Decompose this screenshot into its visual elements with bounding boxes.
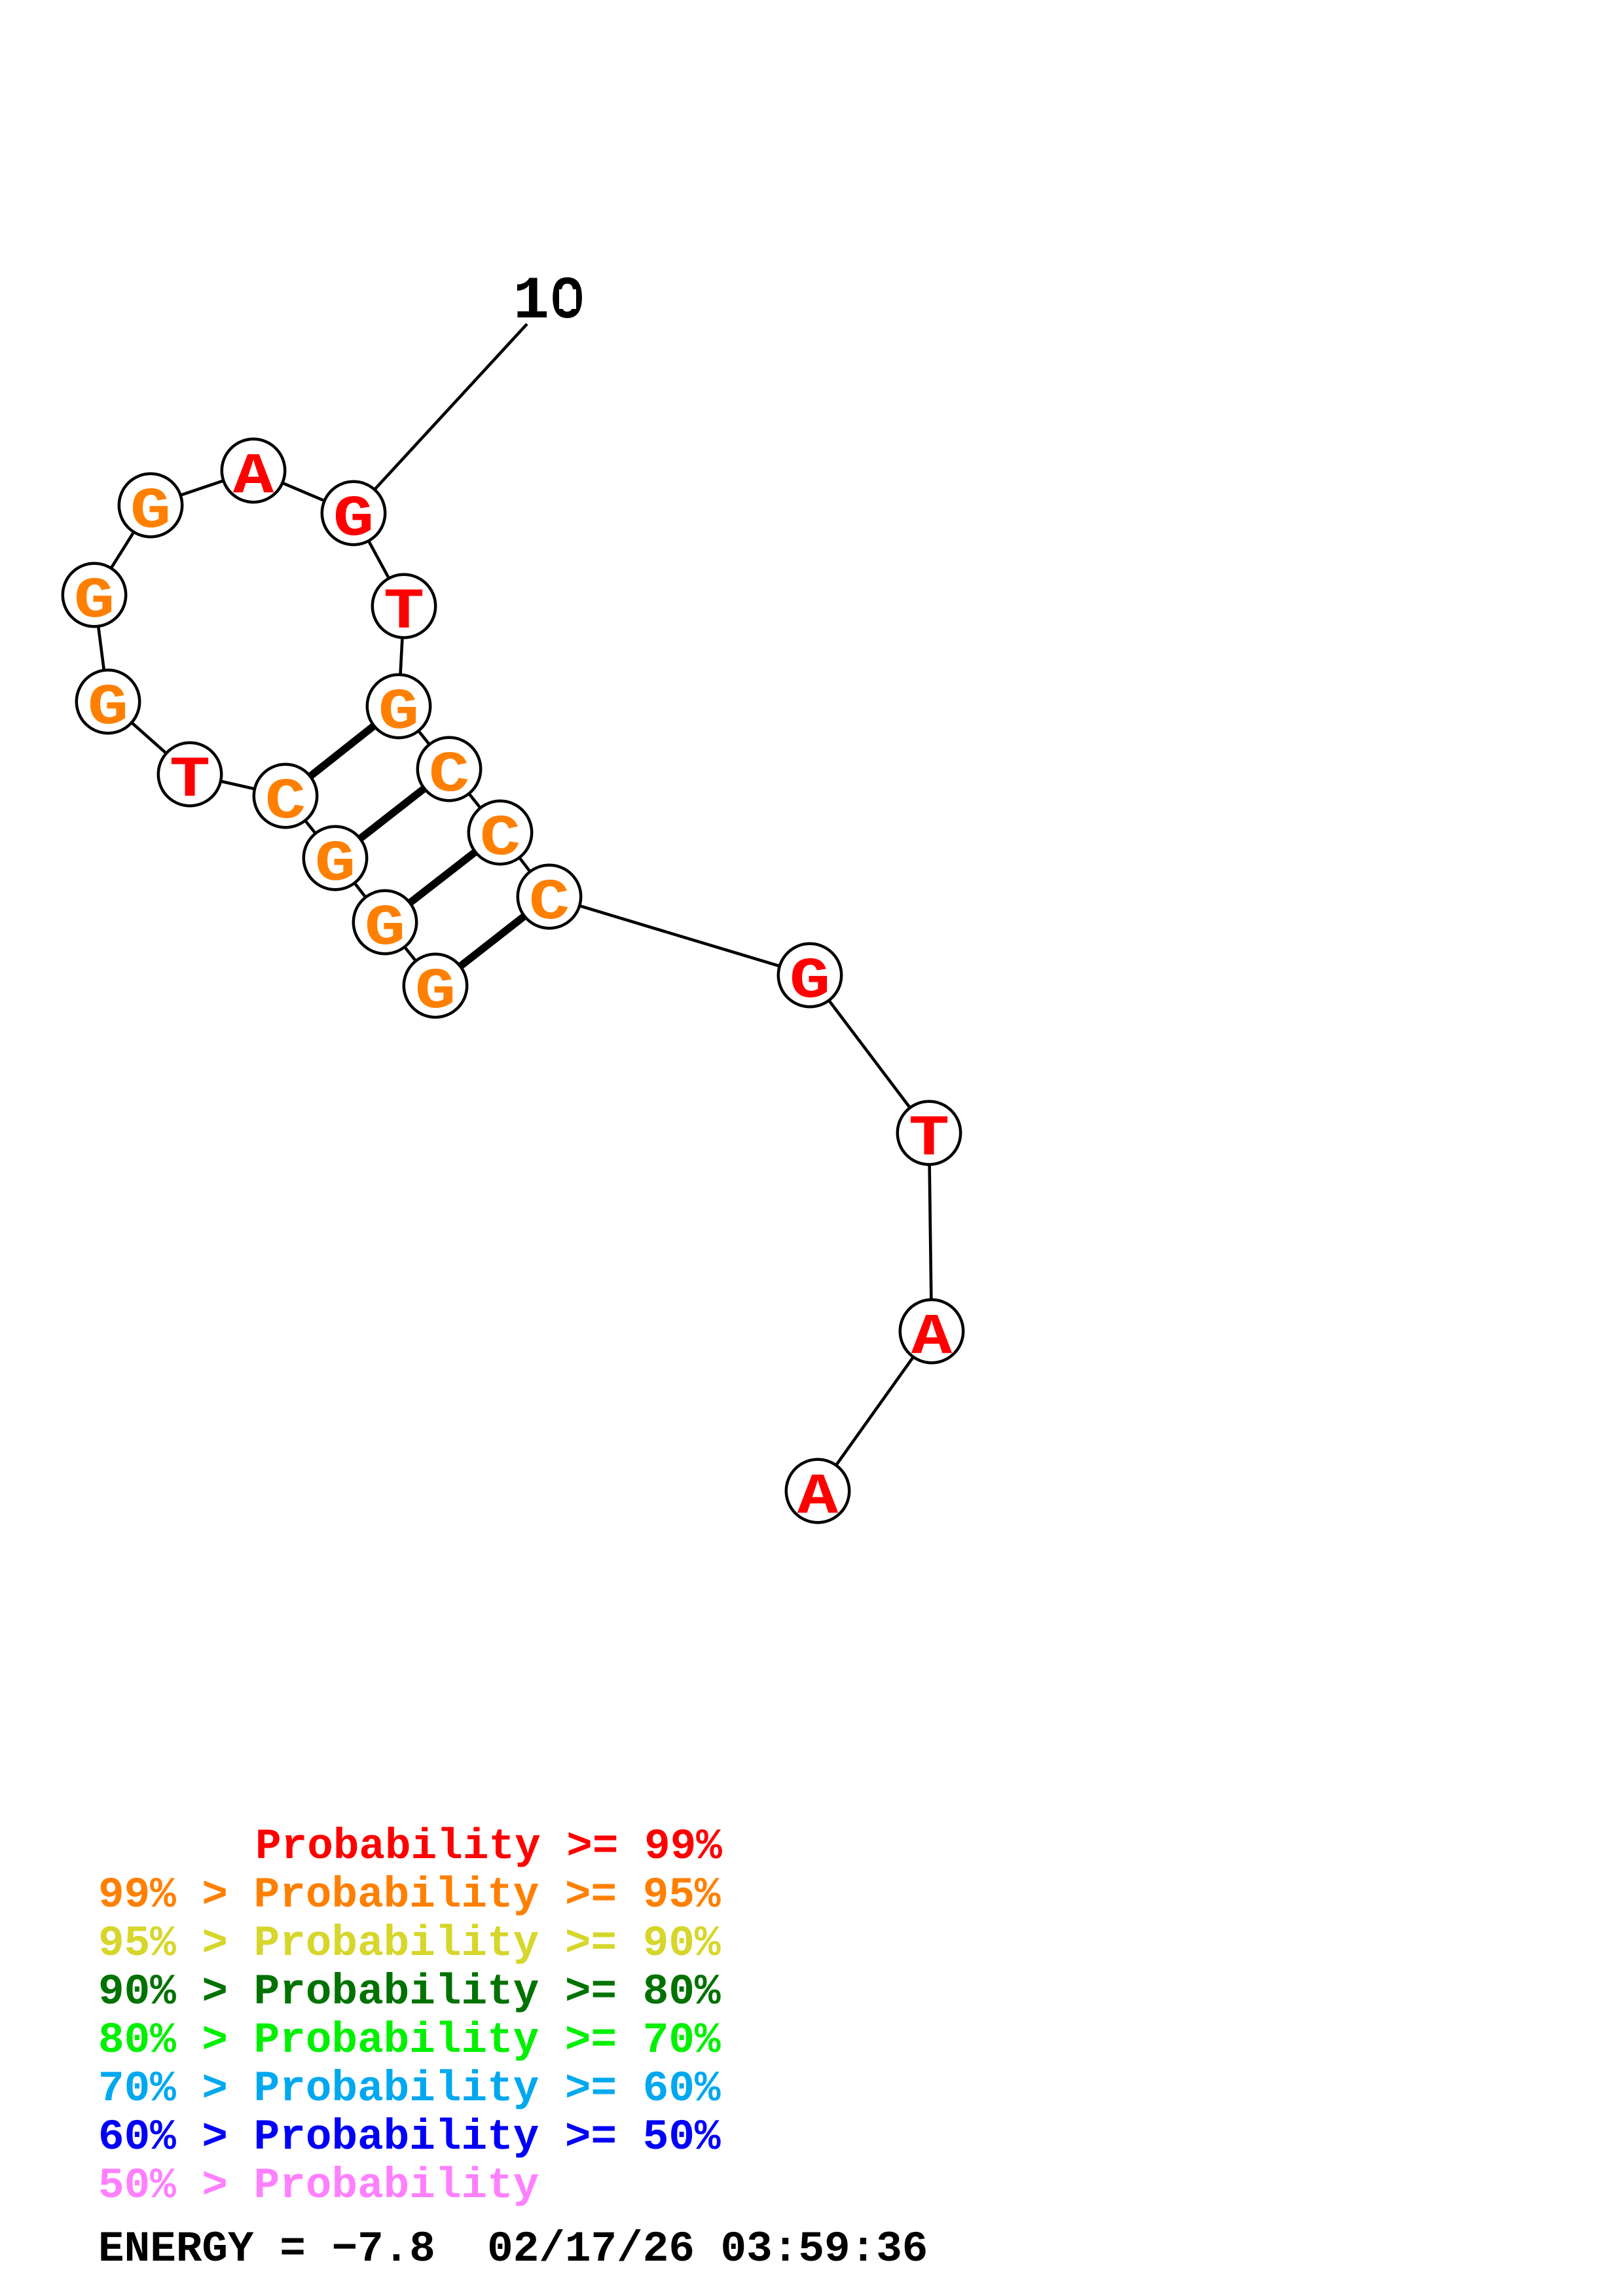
svg-text:G: G: [74, 569, 115, 634]
svg-text:60% > Probability >= 50%: 60% > Probability >= 50%: [98, 2113, 721, 2162]
svg-text:70% > Probability >= 60%: 70% > Probability >= 60%: [98, 2064, 721, 2113]
svg-text:G: G: [130, 479, 171, 545]
svg-text:99% > Probability >= 95%: 99% > Probability >= 95%: [98, 1871, 721, 1920]
svg-text:80% > Probability >= 70%: 80% > Probability >= 70%: [98, 2016, 721, 2065]
svg-text:A: A: [233, 444, 274, 510]
svg-text:G: G: [790, 949, 830, 1014]
svg-text:C: C: [480, 806, 520, 872]
svg-text:A: A: [797, 1465, 839, 1530]
svg-text:T: T: [384, 580, 424, 645]
svg-text:G: G: [365, 896, 405, 961]
svg-text:C: C: [265, 770, 306, 835]
svg-text:90% > Probability >= 80%: 90% > Probability >= 80%: [98, 1967, 721, 2017]
svg-text:G: G: [315, 832, 356, 897]
svg-text:50% > Probability: 50% > Probability: [98, 2161, 539, 2210]
svg-text:95% > Probability >= 90%: 95% > Probability >= 90%: [98, 1919, 721, 1968]
svg-text:T: T: [909, 1107, 949, 1172]
svg-text:Probability >= 99%: Probability >= 99%: [255, 1822, 722, 1871]
svg-text:G: G: [333, 487, 374, 552]
svg-text:G: G: [88, 675, 128, 741]
svg-text:G: G: [415, 960, 456, 1025]
svg-text:C: C: [429, 743, 469, 808]
svg-text:T: T: [170, 748, 210, 814]
svg-text:ENERGY = −7.8 02/17/26 03:59:: ENERGY = −7.8 02/17/26 03:59:36: [98, 2225, 928, 2274]
svg-text:C: C: [529, 870, 570, 936]
svg-text:G: G: [378, 680, 419, 745]
svg-text:A: A: [911, 1305, 953, 1371]
